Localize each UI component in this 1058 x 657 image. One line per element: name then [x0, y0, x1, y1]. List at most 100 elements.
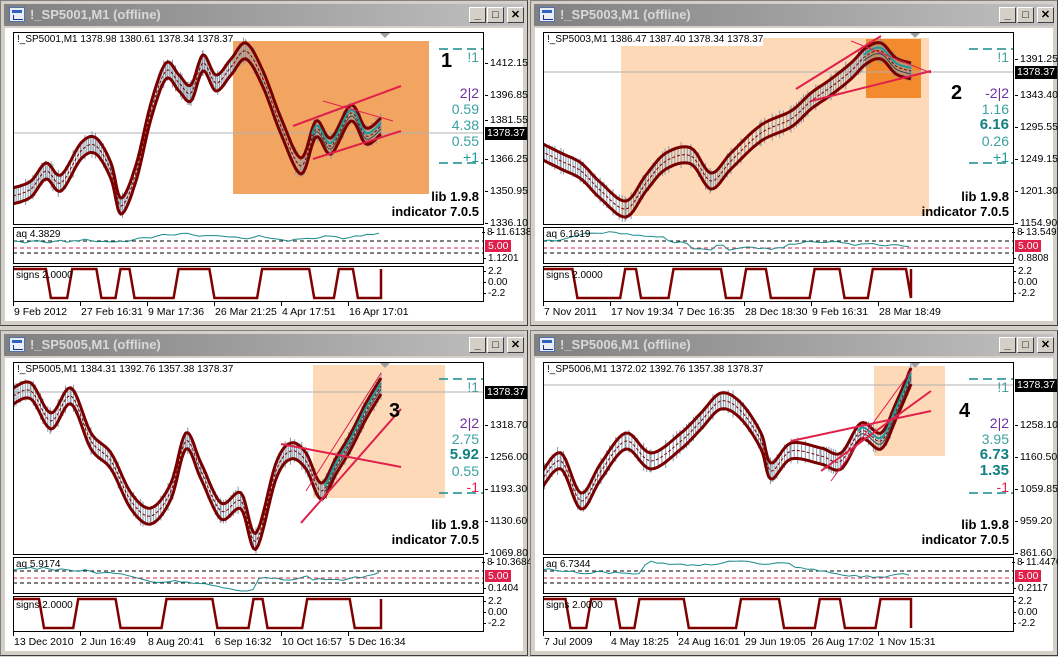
- moving-average-secondary: [324, 388, 382, 493]
- chart-window-icon: [9, 337, 25, 352]
- aq-line: [542, 231, 910, 251]
- aq-axis-mid: 8: [482, 227, 493, 238]
- signs-subwindow-frame[interactable]: [543, 266, 1014, 302]
- current-price-badge: 1378.37: [1015, 379, 1057, 392]
- price-axis-label: 1249.15: [1015, 153, 1058, 165]
- chart-client-area[interactable]: [535, 358, 1053, 651]
- aq-axis-mid: 8: [482, 557, 493, 568]
- price-axis-label: 1350.95: [485, 185, 528, 197]
- chart-number-label: 3: [389, 400, 401, 422]
- chart-number-label: 2: [951, 82, 963, 104]
- middle-band: [543, 50, 912, 210]
- time-axis-label: 7 Jul 2009: [542, 632, 593, 648]
- time-axis-label: 4 Apr 17:51: [281, 302, 336, 318]
- lib-version: lib 1.9.8: [961, 189, 1009, 204]
- price-axis-label: 1366.25: [485, 153, 528, 165]
- signs-subwindow-frame[interactable]: [13, 266, 484, 302]
- chart-canvas: [542, 32, 1013, 300]
- lower-band: [13, 57, 382, 216]
- window-titlebar[interactable]: !_SP5003,M1 (offline) _ □ ✕: [534, 4, 1054, 26]
- window-titlebar[interactable]: !_SP5005,M1 (offline) _ □ ✕: [4, 334, 524, 356]
- chart-canvas: [12, 32, 483, 300]
- moving-average-secondary: [863, 53, 912, 75]
- aq-label: aq 6.1619: [546, 229, 591, 240]
- signs-subwindow-frame[interactable]: [543, 596, 1014, 632]
- indicator-version: indicator 7.0.5: [921, 204, 1009, 219]
- signal-value: 1.16: [981, 101, 1009, 117]
- aq-subwindow-frame[interactable]: [543, 227, 1014, 264]
- maximize-button[interactable]: □: [487, 337, 504, 353]
- time-axis-label: 9 Feb 16:31: [810, 302, 869, 318]
- signal-value: -1: [996, 479, 1009, 495]
- aq-subwindow-frame[interactable]: [13, 227, 484, 264]
- signal-value: -2|2: [985, 85, 1009, 101]
- trendline: [850, 40, 932, 74]
- close-button[interactable]: ✕: [1037, 337, 1054, 353]
- window-titlebar[interactable]: !_SP5006,M1 (offline) _ □ ✕: [534, 334, 1054, 356]
- price-axis-label: 1412.15: [485, 57, 528, 69]
- moving-average-secondary: [311, 115, 382, 150]
- signal-value: 2|2: [459, 415, 479, 431]
- signal-panel: !1 2|2 3.95 6.73 1.35 -1: [980, 379, 1009, 495]
- main-chart-frame[interactable]: [543, 32, 1014, 225]
- time-axis-label: 10 Oct 16:57: [280, 632, 343, 648]
- minimize-button[interactable]: _: [469, 337, 486, 353]
- price-axis-label: 861.60: [1014, 547, 1053, 559]
- minimize-button[interactable]: _: [999, 7, 1016, 23]
- main-plot: [13, 37, 483, 219]
- signal-value: 2.75: [451, 431, 479, 447]
- main-chart-frame[interactable]: [543, 362, 1014, 555]
- minimize-button[interactable]: _: [469, 7, 486, 23]
- moving-average: [323, 382, 382, 487]
- price-axis-label: 1059.85: [1015, 483, 1058, 495]
- chart-canvas: [12, 362, 483, 630]
- main-chart-frame[interactable]: [13, 32, 484, 225]
- window-titlebar[interactable]: !_SP5001,M1 (offline) _ □ ✕: [4, 4, 524, 26]
- aq-subwindow-frame[interactable]: [13, 557, 484, 594]
- upper-band: [13, 377, 383, 536]
- chart-window[interactable]: !_SP5006,M1 (offline) _ □ ✕ !_SP5006,M1 1372…: [530, 330, 1058, 656]
- aq-axis-mid: 8: [1012, 557, 1023, 568]
- price-axis-label: 1381.55: [485, 114, 528, 126]
- aq-subwindow-frame[interactable]: [543, 557, 1014, 594]
- time-axis-label: 28 Mar 18:49: [878, 302, 941, 318]
- price-axis-label: 1069.80: [485, 547, 528, 559]
- version-info: lib 1.9.8 indicator 7.0.5: [392, 189, 479, 219]
- maximize-button[interactable]: □: [487, 7, 504, 23]
- aq-axis-max: 13.5497: [1020, 227, 1058, 238]
- chart-window[interactable]: !_SP5001,M1 (offline) _ □ ✕ !_SP5001,M1 1378…: [0, 0, 531, 326]
- chart-window[interactable]: !_SP5003,M1 (offline) _ □ ✕ !_SP5003,M1 1386…: [530, 0, 1058, 326]
- signal-value: +1: [993, 149, 1009, 165]
- time-axis-label: 2 Jun 16:49: [80, 632, 136, 648]
- main-chart-frame[interactable]: [13, 362, 484, 555]
- maximize-button[interactable]: □: [1017, 7, 1034, 23]
- time-axis-label: 16 Apr 17:01: [348, 302, 409, 318]
- main-plot: [543, 35, 1013, 223]
- price-axis-label: 1396.85: [485, 89, 528, 101]
- lib-version: lib 1.9.8: [431, 517, 479, 532]
- minimize-button[interactable]: _: [999, 337, 1016, 353]
- signal-value: 3.95: [981, 431, 1009, 447]
- chart-window[interactable]: !_SP5005,M1 (offline) _ □ ✕ !_SP5005,M1 1384…: [0, 330, 532, 656]
- close-button[interactable]: ✕: [1037, 7, 1054, 23]
- chart-window-icon: [9, 7, 25, 22]
- signs-axis-label: -2.2: [1012, 288, 1036, 299]
- signs-axis-label: 0.00: [1012, 607, 1038, 618]
- price-axis-label: 1336.10: [485, 217, 528, 229]
- close-button[interactable]: ✕: [507, 337, 524, 353]
- window-title: !_SP5001,M1 (offline): [30, 7, 161, 22]
- ohlc-header: !_SP5005,M1 1384.31 1392.76 1357.38 1378…: [17, 364, 234, 376]
- window-title: !_SP5006,M1 (offline): [560, 337, 691, 352]
- lower-band: [543, 57, 912, 219]
- middle-band: [13, 385, 382, 542]
- aq-axis-min: 1.1201: [483, 253, 519, 264]
- signal-value: 4.38: [451, 117, 479, 133]
- maximize-button[interactable]: □: [1017, 337, 1034, 353]
- signs-axis-label: 2.2: [483, 266, 502, 277]
- chart-window-icon: [539, 337, 555, 352]
- aq-level-badge: 5.00: [485, 570, 512, 582]
- price-axis-label: 959.20: [1014, 515, 1053, 527]
- close-button[interactable]: ✕: [507, 7, 524, 23]
- trendline: [322, 100, 394, 122]
- signs-subwindow-frame[interactable]: [13, 596, 484, 632]
